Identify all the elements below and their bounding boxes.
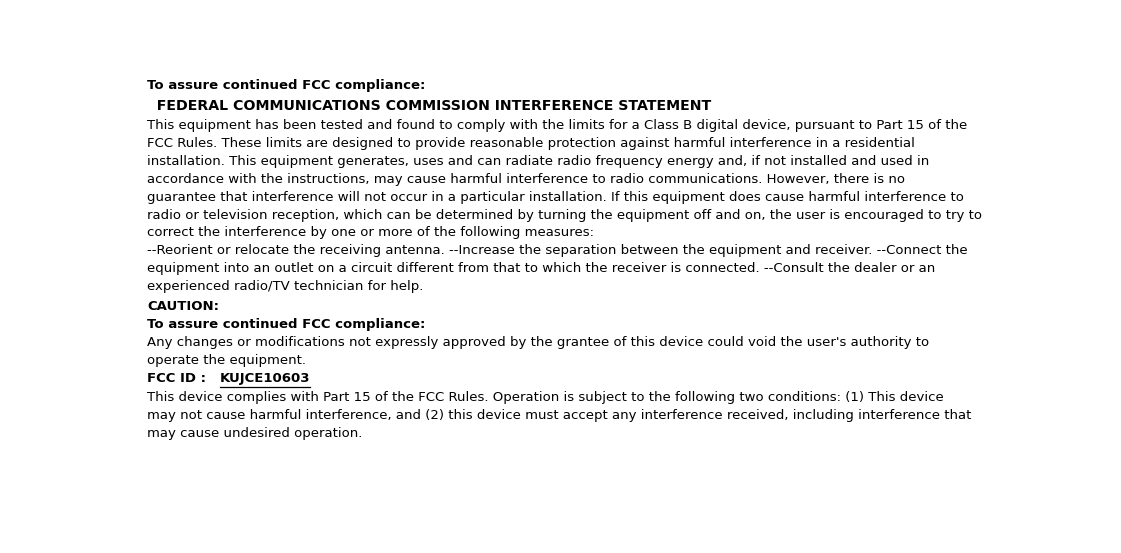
- Text: --Reorient or relocate the receiving antenna. --Increase the separation between : --Reorient or relocate the receiving ant…: [147, 244, 967, 257]
- Text: may cause undesired operation.: may cause undesired operation.: [147, 426, 362, 440]
- Text: accordance with the instructions, may cause harmful interference to radio commun: accordance with the instructions, may ca…: [147, 173, 905, 186]
- Text: This equipment has been tested and found to comply with the limits for a Class B: This equipment has been tested and found…: [147, 119, 967, 132]
- Text: To assure continued FCC compliance:: To assure continued FCC compliance:: [147, 79, 426, 92]
- Text: experienced radio/TV technician for help.: experienced radio/TV technician for help…: [147, 280, 424, 293]
- Text: equipment into an outlet on a circuit different from that to which the receiver : equipment into an outlet on a circuit di…: [147, 262, 935, 275]
- Text: Any changes or modifications not expressly approved by the grantee of this devic: Any changes or modifications not express…: [147, 336, 929, 349]
- Text: CAUTION:: CAUTION:: [147, 300, 219, 312]
- Text: KUJCE10603: KUJCE10603: [220, 372, 311, 385]
- Text: radio or television reception, which can be determined by turning the equipment : radio or television reception, which can…: [147, 208, 982, 222]
- Text: operate the equipment.: operate the equipment.: [147, 354, 306, 367]
- Text: FEDERAL COMMUNICATIONS COMMISSION INTERFERENCE STATEMENT: FEDERAL COMMUNICATIONS COMMISSION INTERF…: [147, 99, 712, 113]
- Text: This device complies with Part 15 of the FCC Rules. Operation is subject to the : This device complies with Part 15 of the…: [147, 391, 944, 404]
- Text: FCC ID :: FCC ID :: [147, 372, 220, 385]
- Text: To assure continued FCC compliance:: To assure continued FCC compliance:: [147, 319, 426, 331]
- Text: installation. This equipment generates, uses and can radiate radio frequency ene: installation. This equipment generates, …: [147, 155, 929, 168]
- Text: correct the interference by one or more of the following measures:: correct the interference by one or more …: [147, 227, 594, 239]
- Text: may not cause harmful interference, and (2) this device must accept any interfer: may not cause harmful interference, and …: [147, 409, 972, 422]
- Text: guarantee that interference will not occur in a particular installation. If this: guarantee that interference will not occ…: [147, 191, 964, 204]
- Text: FCC Rules. These limits are designed to provide reasonable protection against ha: FCC Rules. These limits are designed to …: [147, 137, 915, 150]
